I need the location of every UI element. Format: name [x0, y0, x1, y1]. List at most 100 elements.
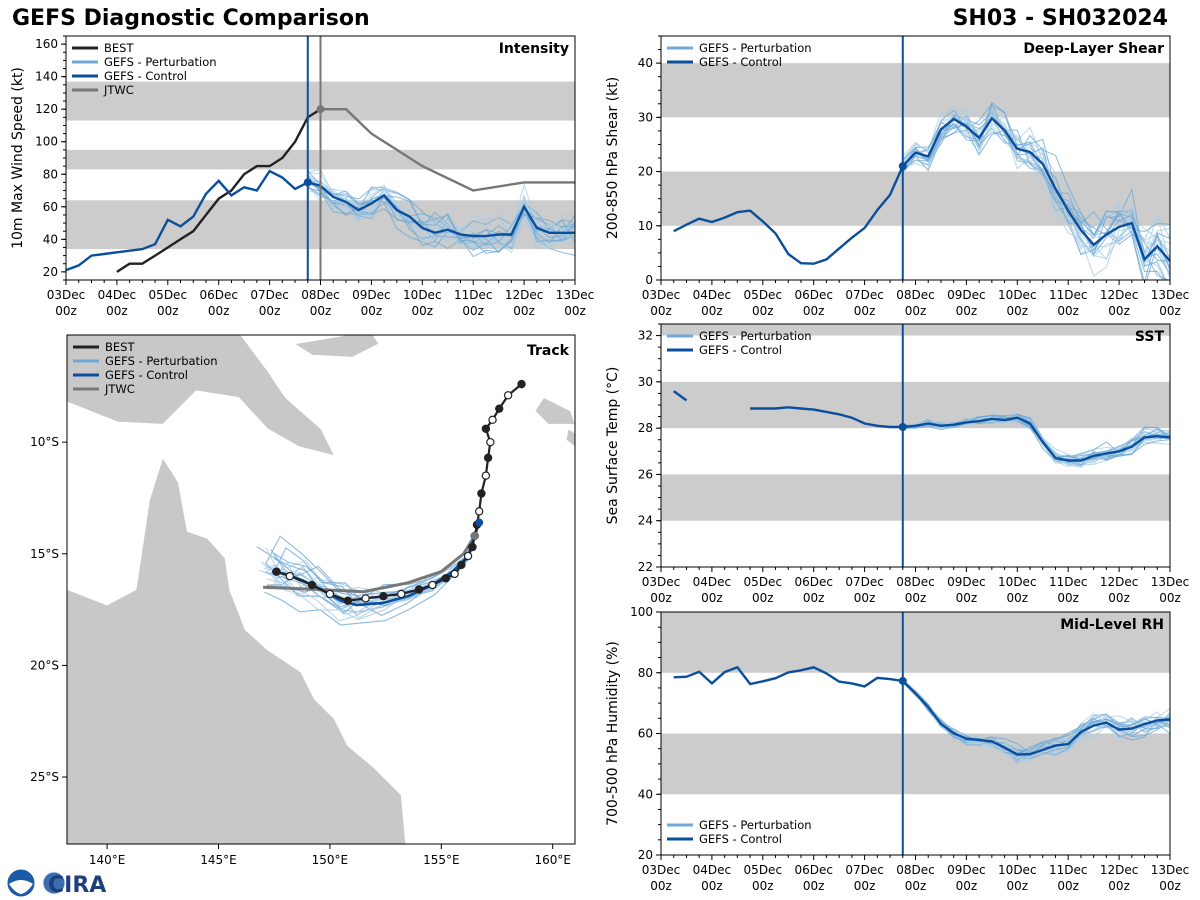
threshold-band [661, 63, 1170, 118]
x-tick-label: 12Dec [505, 288, 544, 302]
x-tick-label: 09Dec [352, 288, 391, 302]
x-tick-label: 13Dec [556, 288, 595, 302]
best-track-point [481, 471, 491, 480]
perturbation-line [902, 104, 1170, 237]
y-tick-label: 80 [638, 666, 653, 680]
x-tick-label: 00z [208, 304, 230, 318]
x-tick-label: 08Dec [896, 863, 935, 877]
y-tick-label: 80 [43, 167, 58, 181]
map-frame [66, 334, 576, 845]
x-tick-label: 04Dec [693, 575, 732, 589]
control-init-marker [303, 178, 312, 187]
legend-label-jtwc: JTWC [104, 382, 135, 396]
jtwc-line [320, 107, 575, 192]
x-tick-label: 10Dec [998, 863, 1037, 877]
control-line [750, 406, 1170, 462]
lon-tick-label: 145°E [200, 853, 237, 867]
x-tick-label: 07Dec [845, 575, 884, 589]
panel-track: 140°E 145°E 150°E 155°E 160°E 10°S 15°S 20°S 25°… [30, 334, 576, 867]
control-init-marker [898, 422, 907, 431]
plot-area [661, 612, 1170, 795]
best-track-point [503, 391, 513, 400]
best-track-point [307, 580, 317, 590]
best-track-point [414, 585, 424, 594]
australia-land [67, 456, 407, 844]
x-tick-label: 00z [701, 591, 723, 605]
jtwc-start-marker [470, 531, 479, 540]
lon-tick-label: 140°E [89, 853, 126, 867]
globe-icon [42, 871, 66, 895]
noaa-logo-icon [6, 868, 36, 898]
legend-label-perturbation: GEFS - Perturbation [699, 41, 812, 55]
y-tick-label: 40 [638, 56, 653, 70]
legend-label-control: GEFS - Control [699, 343, 782, 357]
lat-tick-label: 15°S [30, 547, 59, 561]
x-tick-label: 05Dec [744, 575, 783, 589]
legend-label-perturbation: GEFS - Perturbation [105, 354, 218, 368]
best-track-point [285, 571, 295, 581]
lon-tick-label: 155°E [423, 853, 460, 867]
panel-title: SST [1135, 329, 1165, 345]
storm-id-title: SH03 - SH032024 [952, 6, 1168, 31]
threshold-band [661, 733, 1170, 795]
y-tick-label: 140 [35, 70, 58, 84]
x-tick-label: 12Dec [1100, 288, 1139, 302]
x-tick-label: 00z [1108, 591, 1130, 605]
y-tick-label: 60 [638, 727, 653, 741]
plot-frame [660, 323, 1171, 568]
x-tick-label: 00z [905, 879, 927, 893]
best-track-point [450, 569, 459, 579]
x-tick-label: 00z [1159, 304, 1181, 318]
best-track-point [379, 591, 388, 601]
x-tick-label: 03Dec [642, 288, 681, 302]
x-tick-label: 11Dec [1049, 863, 1088, 877]
legend-label-perturbation: GEFS - Perturbation [104, 55, 217, 69]
panel-title: Intensity [499, 41, 569, 57]
best-track-point [483, 453, 493, 462]
y-tick-label: 10 [638, 219, 653, 233]
x-tick-label: 13Dec [1151, 863, 1190, 877]
best-track-point [325, 589, 335, 599]
y-tick-label: 20 [638, 848, 653, 862]
x-tick-label: 00z [1108, 304, 1130, 318]
threshold-band [661, 171, 1170, 226]
new-guinea-land [67, 335, 336, 457]
x-tick-label: 10Dec [998, 575, 1037, 589]
x-tick-label: 06Dec [794, 863, 833, 877]
best-track-point [272, 567, 281, 576]
x-tick-label: 00z [854, 879, 876, 893]
x-tick-label: 00z [1159, 879, 1181, 893]
panel-shear: 0 10 20 30 40 03Dec 00z 04Dec 00z 05Dec 00z 06Dec 00… [605, 35, 1190, 318]
cira-logo-text: CIRA [48, 873, 106, 898]
x-tick-label: 10Dec [403, 288, 442, 302]
x-tick-label: 00z [1108, 879, 1130, 893]
x-tick-label: 12Dec [1100, 575, 1139, 589]
best-track-point [481, 424, 491, 433]
legend-label-best: BEST [104, 41, 134, 55]
legend-label-jtwc: JTWC [103, 83, 134, 97]
legend-label-perturbation: GEFS - Perturbation [699, 818, 812, 832]
x-tick-label: 00z [564, 304, 586, 318]
x-tick-label: 00z [310, 304, 332, 318]
x-tick-label: 00z [259, 304, 281, 318]
plot-area [661, 63, 1170, 280]
x-tick-label: 00z [650, 879, 672, 893]
panel-rh: 20 40 60 80 100 03Dec 00z 04Dec 00z 05Dec 00z 06Dec… [605, 605, 1189, 893]
x-tick-label: 05Dec [744, 863, 783, 877]
plot-area [661, 324, 1170, 521]
x-tick-label: 08Dec [896, 575, 935, 589]
control-line [673, 665, 1170, 756]
control-start-marker [475, 518, 484, 527]
x-tick-label: 13Dec [1151, 288, 1190, 302]
x-tick-label: 03Dec [642, 863, 681, 877]
x-tick-label: 00z [361, 304, 383, 318]
y-tick-label: 30 [638, 110, 653, 124]
x-tick-label: 00z [462, 304, 484, 318]
best-track-point [517, 379, 526, 389]
perturbation-line [307, 182, 575, 248]
y-axis-label: 700-500 hPa Humidity (%) [605, 641, 621, 826]
best-track-point [488, 415, 497, 425]
